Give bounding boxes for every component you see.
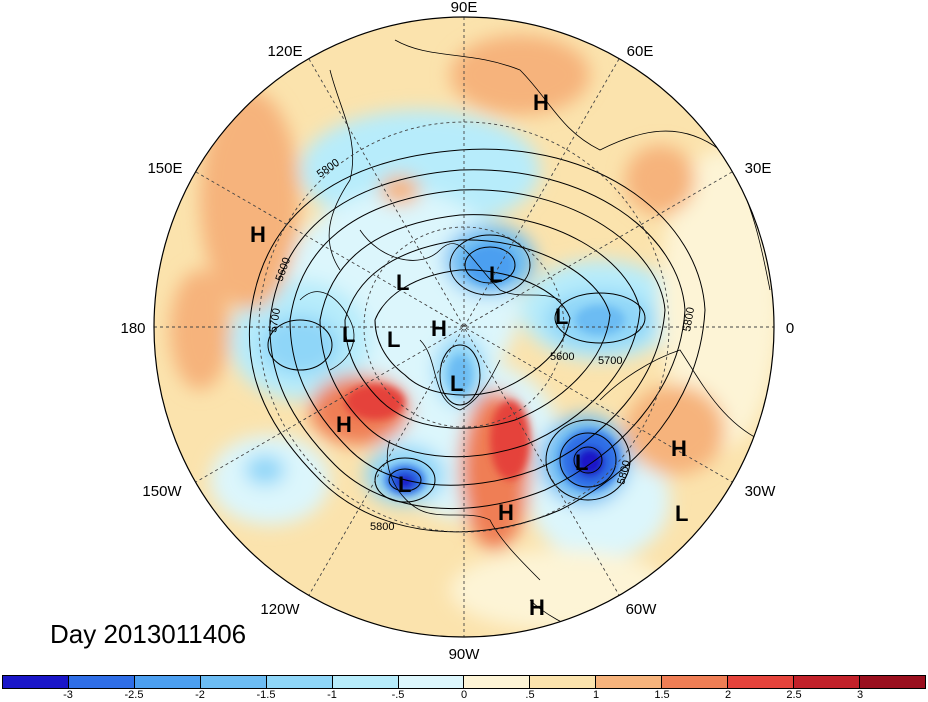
pressure-low-marker: L — [342, 322, 355, 347]
colorbar-tick-label: -2.5 — [124, 689, 144, 701]
pressure-low-marker: L — [575, 450, 588, 475]
colorbar-swatch — [530, 676, 597, 688]
pressure-high-marker: H — [498, 500, 514, 525]
contour-label: 5600 — [550, 351, 574, 363]
colorbar-tick-label: 2 — [724, 689, 732, 701]
date-title: Day 2013011406 — [50, 619, 247, 649]
lon-label-180: 180 — [120, 320, 145, 337]
color-legend-bar — [2, 675, 926, 689]
colorbar-swatch — [200, 676, 267, 688]
colorbar-tick-label: 1.5 — [654, 689, 670, 701]
colorbar-tick-label: -2 — [195, 689, 205, 701]
pressure-low-marker: L — [398, 472, 411, 497]
lon-label-120w: 120W — [260, 601, 300, 618]
colorbar-swatch — [266, 676, 333, 688]
colorbar-swatch — [464, 676, 531, 688]
colorbar-tick-label: 0 — [460, 689, 468, 701]
pressure-high-marker: H — [250, 222, 266, 247]
map-boundary — [153, 16, 775, 638]
anomaly-field — [154, 17, 774, 637]
lon-label-90e: 90E — [451, 0, 478, 16]
colorbar-swatch — [332, 676, 399, 688]
colorbar-swatch — [728, 676, 795, 688]
colorbar-tick-label: -3 — [63, 689, 73, 701]
pressure-low-marker: L — [450, 371, 463, 396]
lon-label-30e: 30E — [745, 160, 772, 177]
pressure-high-marker: H — [533, 90, 549, 115]
pressure-high-marker: H — [336, 412, 352, 437]
colorbar-swatch — [794, 676, 860, 688]
contour-label: 5700 — [598, 355, 622, 367]
colorbar-tick-label: -1 — [327, 689, 337, 701]
pressure-high-marker: H — [431, 316, 447, 341]
colorbar-tick-label: 2.5 — [786, 689, 802, 701]
contour-label: 5800 — [681, 306, 697, 332]
colorbar-swatch — [859, 676, 925, 688]
contour-label: 5700 — [267, 307, 283, 333]
pressure-low-marker: L — [555, 304, 568, 329]
colorbar-tick-label: 1 — [592, 689, 600, 701]
contour-label: 5800 — [370, 521, 394, 533]
colorbar-tick-label: 3 — [856, 689, 864, 701]
pressure-low-marker: L — [675, 501, 688, 526]
lon-label-150w: 150W — [142, 483, 182, 500]
lon-label-90w: 90W — [449, 646, 481, 663]
pressure-system-markers: H H L L L L H L L H L H L H L H — [250, 90, 688, 620]
colorbar-tick-label: -.5 — [391, 689, 405, 701]
colorbar-swatch — [134, 676, 201, 688]
graticule — [154, 17, 774, 637]
pressure-low-marker: L — [489, 262, 502, 287]
colorbar-swatch — [662, 676, 729, 688]
colorbar-swatch — [398, 676, 465, 688]
lon-label-60w: 60W — [626, 601, 658, 618]
lon-label-30w: 30W — [745, 483, 777, 500]
height-contours — [248, 148, 706, 533]
pressure-low-marker: L — [387, 327, 400, 352]
lon-label-120e: 120E — [267, 43, 302, 60]
pressure-high-marker: H — [529, 595, 545, 620]
pressure-low-marker: L — [396, 270, 409, 295]
longitude-labels: 90E 120E 60E 150E 30E 180 0 150W 30W 120… — [120, 0, 794, 663]
lon-label-60e: 60E — [627, 43, 654, 60]
colorbar-swatch — [68, 676, 135, 688]
pressure-high-marker: H — [671, 436, 687, 461]
colorbar-swatch — [3, 676, 69, 688]
lon-label-0: 0 — [786, 320, 794, 337]
colorbar-tick-label: -1.5 — [256, 689, 276, 701]
lon-label-150e: 150E — [147, 160, 182, 177]
colorbar-tick-label: .5 — [525, 689, 535, 701]
colorbar-swatch — [596, 676, 663, 688]
